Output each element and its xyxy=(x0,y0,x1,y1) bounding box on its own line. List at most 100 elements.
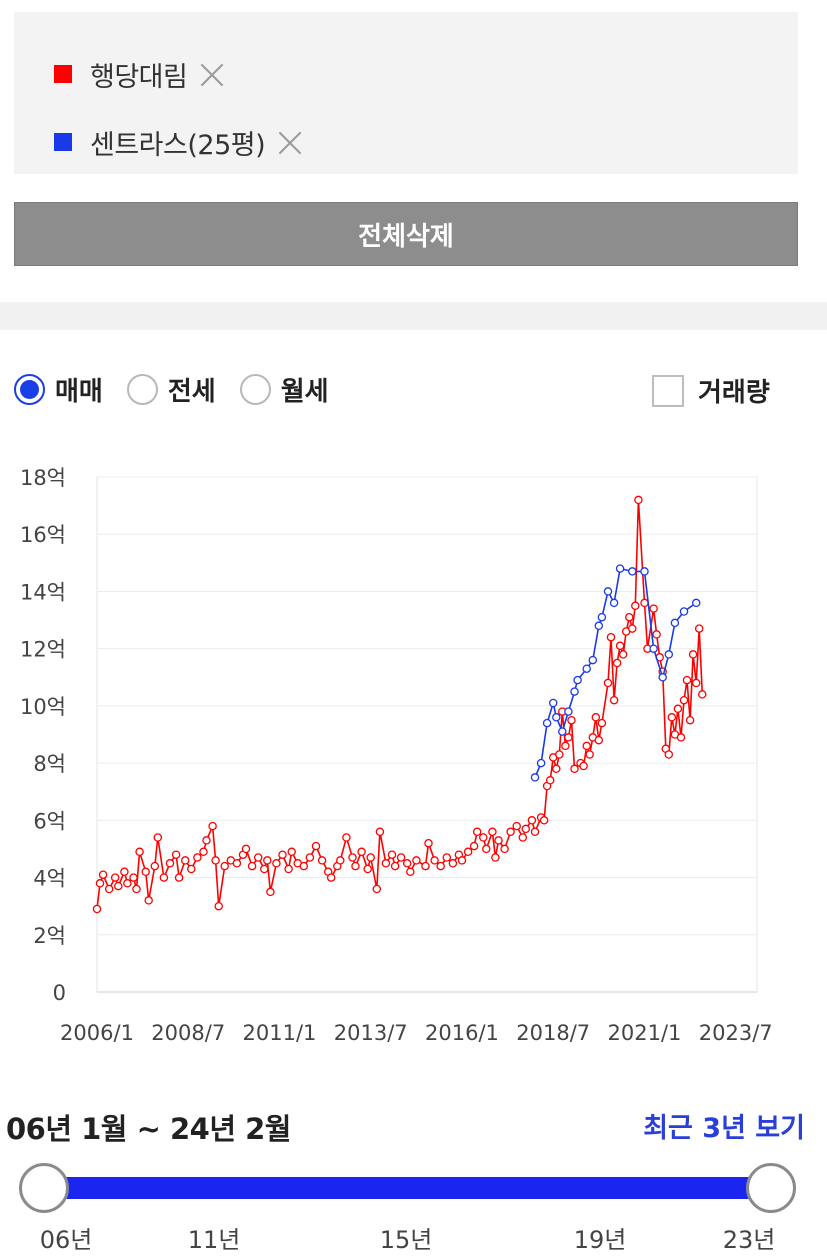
data-point xyxy=(396,853,406,862)
data-point xyxy=(597,718,607,728)
plot-area xyxy=(96,476,758,993)
radio-button[interactable] xyxy=(126,373,158,405)
y-tick-label: 4억 xyxy=(33,867,66,891)
data-point xyxy=(214,901,223,911)
data-point xyxy=(500,844,509,854)
close-icon[interactable] xyxy=(197,59,227,89)
data-point xyxy=(342,833,351,842)
data-point xyxy=(670,618,680,628)
period-slider-track[interactable] xyxy=(44,1177,772,1199)
y-tick-label: 18억 xyxy=(20,466,66,490)
data-point xyxy=(123,879,132,888)
data-point xyxy=(612,658,622,668)
data-point xyxy=(512,821,521,831)
data-point xyxy=(351,861,360,871)
radio-sale[interactable]: 매매 xyxy=(14,371,103,408)
data-point xyxy=(691,598,701,608)
slider-tick-label: 06년 xyxy=(39,1226,93,1254)
data-point xyxy=(488,827,497,837)
data-point xyxy=(579,761,588,771)
data-point xyxy=(694,624,704,633)
y-tick-label: 8억 xyxy=(33,752,66,776)
price-chart: 0 2억 4억 6억 8억 10억 12억 14억 16억 18억 2006/1 2008/7 2011… xyxy=(20,466,773,1045)
data-point xyxy=(390,861,400,871)
y-tick-label: 16억 xyxy=(20,523,66,547)
radio-button[interactable] xyxy=(239,373,271,405)
data-point xyxy=(98,870,108,879)
date-range-text: 06년 1월 ~ 24년 2월 xyxy=(6,1112,291,1146)
data-point xyxy=(606,632,616,642)
period-slider-end-handle[interactable] xyxy=(746,1163,796,1213)
data-point xyxy=(685,715,695,725)
data-point xyxy=(664,650,674,659)
data-point xyxy=(141,867,150,877)
data-point xyxy=(628,624,637,633)
legend-label: 행당대림 xyxy=(90,61,188,93)
data-point xyxy=(506,827,515,837)
delete-all-button[interactable]: 전체삭제 xyxy=(14,202,798,266)
data-point xyxy=(299,861,309,871)
data-point xyxy=(442,853,452,862)
data-point xyxy=(150,861,160,871)
data-point xyxy=(120,867,129,877)
y-tick-label: 10억 xyxy=(20,695,66,719)
data-point xyxy=(597,612,607,622)
data-point xyxy=(658,673,667,682)
data-point xyxy=(135,847,144,857)
data-point xyxy=(193,853,202,862)
legend-item-haengdang-daerim: 행당대림 xyxy=(54,54,227,94)
slider-tick-label: 11년 xyxy=(187,1226,241,1254)
radio-monthly-rent[interactable]: 월세 xyxy=(239,371,329,408)
data-point xyxy=(110,873,120,882)
data-point xyxy=(494,836,503,845)
data-point xyxy=(260,864,269,874)
data-point xyxy=(652,630,661,639)
data-point xyxy=(631,601,640,611)
data-point xyxy=(558,727,567,736)
slider-tick-label: 23년 xyxy=(722,1226,776,1254)
data-point xyxy=(542,718,552,728)
radio-label-sale: 매매 xyxy=(55,376,103,407)
close-icon[interactable] xyxy=(275,127,305,157)
slider-tick-label: 19년 xyxy=(573,1226,627,1254)
data-point xyxy=(698,690,707,699)
data-point xyxy=(603,587,613,596)
data-point xyxy=(469,841,479,851)
data-point xyxy=(357,847,366,857)
y-tick-label: 0 xyxy=(53,981,66,1005)
recent-3-years-link[interactable]: 최근 3년 보기 xyxy=(643,1113,805,1144)
slider-tick-label: 15년 xyxy=(379,1226,433,1254)
radio-jeonse[interactable]: 전세 xyxy=(126,371,216,408)
data-point xyxy=(640,598,649,608)
data-point xyxy=(618,650,628,659)
data-point xyxy=(573,675,582,685)
x-tick-label: 2016/1 xyxy=(425,1021,499,1045)
data-point xyxy=(594,735,604,745)
data-point xyxy=(317,856,327,865)
data-point xyxy=(649,604,658,613)
volume-toggle[interactable]: 거래량 xyxy=(652,372,770,409)
y-tick-label: 2억 xyxy=(33,924,66,948)
trade-type-radio-group: 매매 전세 월세 xyxy=(14,368,353,410)
data-point xyxy=(375,827,385,837)
legend-swatch-red xyxy=(54,65,72,83)
legend-item-centras: 센트라스(25평) xyxy=(54,122,305,162)
data-point xyxy=(682,675,692,685)
data-point xyxy=(585,750,594,759)
period-slider-start-handle[interactable] xyxy=(19,1163,69,1213)
radio-button-selected[interactable] xyxy=(14,373,45,405)
data-point xyxy=(336,856,345,865)
data-point xyxy=(673,704,683,714)
data-point xyxy=(570,687,579,696)
data-point xyxy=(272,859,281,868)
data-point xyxy=(165,859,175,868)
data-point xyxy=(539,816,549,825)
data-point xyxy=(202,836,211,845)
data-point xyxy=(92,904,102,914)
volume-checkbox[interactable] xyxy=(652,374,684,407)
data-point xyxy=(220,861,229,871)
data-point xyxy=(521,824,531,834)
data-point xyxy=(628,567,637,576)
data-point xyxy=(582,741,591,751)
x-tick-label: 2008/7 xyxy=(151,1021,225,1045)
